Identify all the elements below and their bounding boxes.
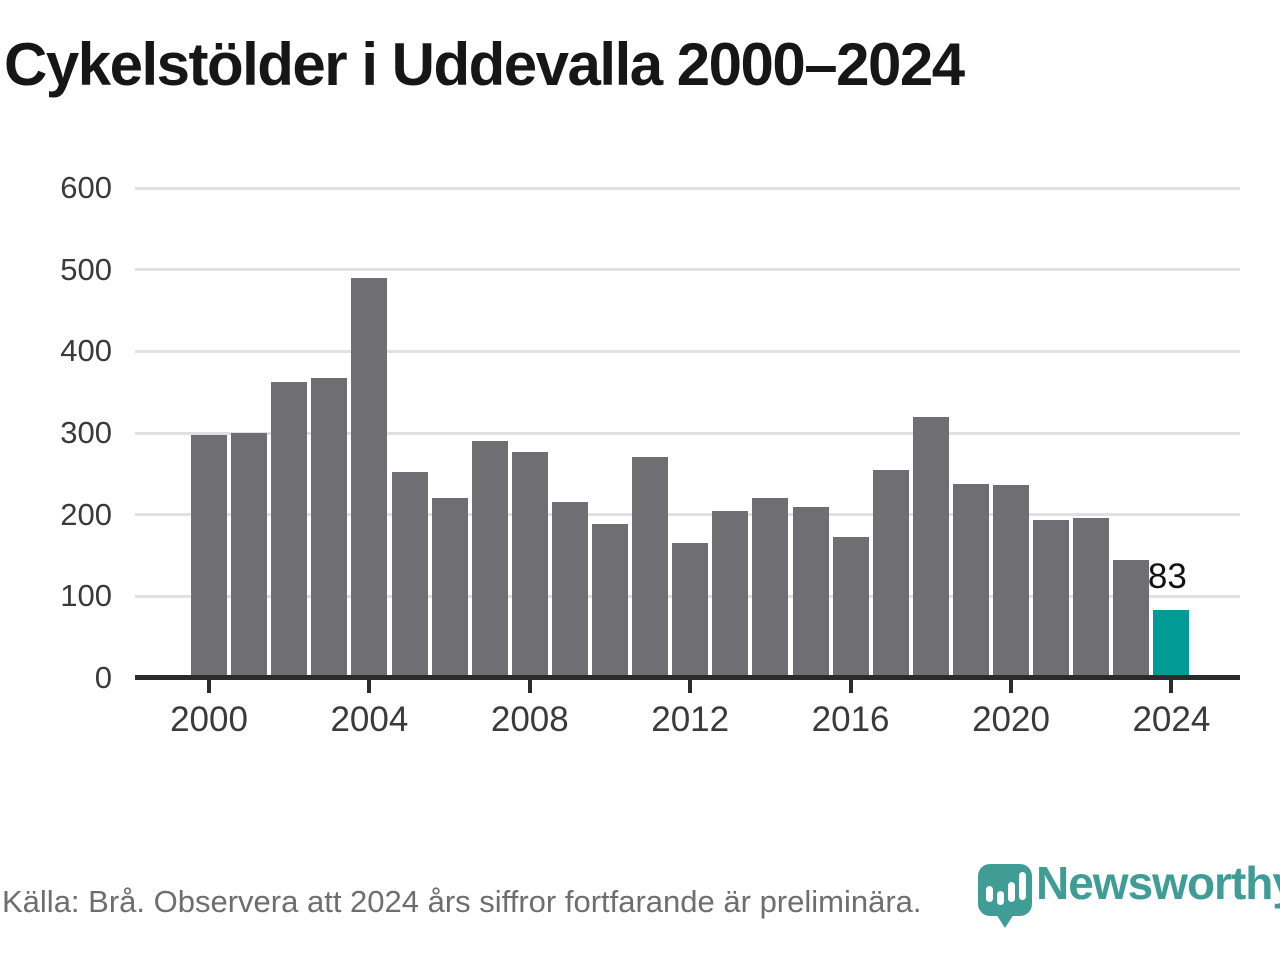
bar-value-label: 83	[1147, 557, 1187, 597]
pin-bar-icon	[997, 891, 1004, 905]
newsworthy-pin-barchart-icon	[978, 864, 1032, 916]
x-tick-label-2004: 2004	[330, 700, 409, 739]
bar-2018	[912, 416, 949, 678]
plot-area: 83	[135, 186, 1240, 693]
y-tick-label-500: 500	[60, 251, 112, 287]
bar-2005	[391, 472, 428, 678]
bar-2024	[1153, 610, 1190, 678]
gridline-300	[135, 431, 1240, 435]
bar-2020	[993, 485, 1029, 678]
bar-2019	[952, 483, 989, 678]
bar-2003	[311, 378, 348, 678]
pin-bar-icon	[1019, 872, 1026, 900]
x-axis-line	[135, 675, 1240, 680]
pin-tail-icon	[996, 914, 1014, 928]
bar-2008	[511, 451, 548, 678]
bar-2014	[752, 498, 789, 678]
y-tick-label-400: 400	[60, 333, 112, 369]
bar-2013	[712, 511, 749, 678]
gridline-500	[135, 268, 1240, 272]
x-tick-label-2016: 2016	[811, 700, 890, 739]
bar-2016	[832, 536, 869, 678]
bar-2021	[1033, 520, 1070, 678]
bar-2001	[231, 433, 268, 678]
gridline-600	[135, 186, 1240, 190]
bar-2002	[271, 381, 308, 678]
y-tick-label-600: 600	[60, 170, 112, 205]
y-tick-label-0: 0	[94, 660, 112, 695]
bar-2010	[592, 523, 628, 678]
bar-2000	[191, 434, 227, 678]
bar-2012	[672, 543, 709, 678]
y-tick-label-100: 100	[60, 578, 112, 614]
x-tick-label-2020: 2020	[972, 700, 1050, 739]
pin-bar-icon	[986, 886, 993, 902]
bar-2004	[351, 277, 388, 678]
x-tick-label-2024: 2024	[1132, 700, 1211, 739]
gridline-400	[135, 349, 1240, 353]
x-tick-mark-2000	[207, 680, 211, 693]
x-tick-mark-2012	[688, 680, 693, 693]
bar-2007	[471, 441, 508, 678]
bar-2006	[431, 498, 468, 678]
bar-2009	[551, 502, 588, 678]
y-tick-label-300: 300	[60, 415, 112, 450]
y-tick-label-200: 200	[60, 496, 112, 532]
gridline-200	[135, 513, 1240, 517]
newsworthy-wordmark: Newsworthy	[1036, 857, 1280, 909]
x-tick-label-2008: 2008	[490, 700, 569, 739]
x-tick-mark-2016	[848, 680, 853, 693]
x-tick-label-2012: 2012	[651, 700, 730, 739]
x-tick-mark-2008	[527, 680, 532, 693]
source-note: Källa: Brå. Observera att 2024 års siffr…	[2, 884, 922, 919]
x-tick-label-2000: 2000	[170, 700, 248, 739]
bar-2015	[792, 506, 829, 678]
x-tick-mark-2020	[1009, 680, 1013, 693]
pin-bar-icon	[1008, 882, 1015, 902]
bar-2023	[1113, 560, 1150, 678]
x-tick-mark-2004	[367, 680, 372, 693]
bar-2017	[872, 469, 909, 678]
chart-title: Cykelstölder i Uddevalla 2000–2024	[4, 31, 965, 98]
bar-2011	[632, 456, 669, 678]
x-tick-mark-2024	[1169, 680, 1174, 693]
bar-2022	[1073, 517, 1110, 678]
